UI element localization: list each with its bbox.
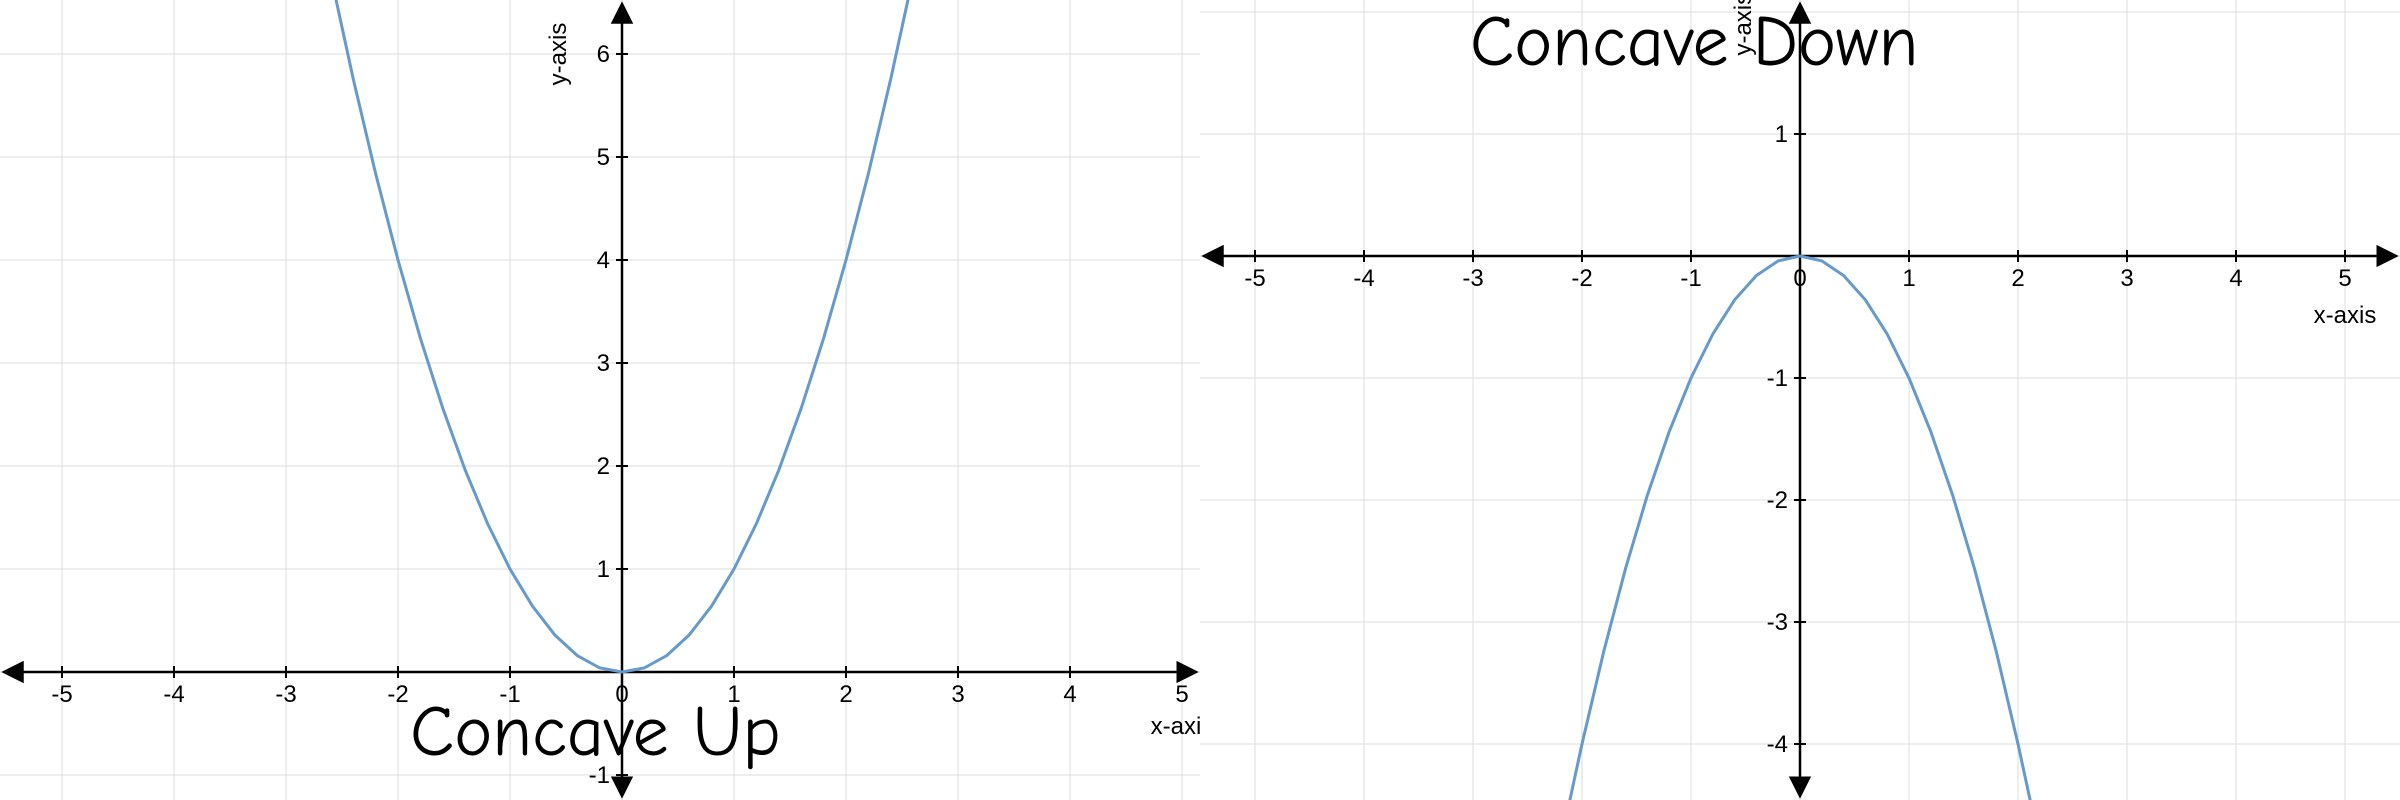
- svg-text:-2: -2: [387, 681, 408, 708]
- svg-text:4: 4: [2229, 265, 2242, 292]
- svg-text:-1: -1: [1680, 265, 1701, 292]
- concave-up-panel: -5-4-3-2-1012345-1123456x-axisy-axis Con…: [0, 0, 1200, 800]
- concave-down-panel: -5-4-3-2-1012345-4-3-2-11x-axisy-axis Co…: [1200, 0, 2400, 800]
- svg-text:5: 5: [597, 144, 610, 171]
- concave-down-chart: -5-4-3-2-1012345-4-3-2-11x-axisy-axis: [1200, 0, 2400, 800]
- svg-text:2: 2: [839, 681, 852, 708]
- svg-text:-5: -5: [1244, 265, 1265, 292]
- concave-up-title: Concave Up: [410, 690, 781, 773]
- concave-down-title: Concave Down: [1470, 0, 1918, 83]
- svg-text:-1: -1: [1767, 365, 1788, 392]
- svg-text:-3: -3: [1767, 609, 1788, 636]
- svg-text:-4: -4: [1353, 265, 1374, 292]
- svg-text:3: 3: [951, 681, 964, 708]
- svg-text:2: 2: [597, 453, 610, 480]
- svg-text:x-axis: x-axis: [2314, 302, 2377, 329]
- svg-text:y-axis: y-axis: [545, 23, 572, 86]
- svg-text:5: 5: [1175, 681, 1188, 708]
- svg-text:3: 3: [597, 350, 610, 377]
- svg-text:5: 5: [2338, 265, 2351, 292]
- svg-text:1: 1: [1902, 265, 1915, 292]
- svg-text:-4: -4: [1767, 731, 1788, 758]
- svg-text:1: 1: [1775, 121, 1788, 148]
- svg-text:-5: -5: [51, 681, 72, 708]
- svg-text:-2: -2: [1767, 487, 1788, 514]
- svg-text:-3: -3: [1462, 265, 1483, 292]
- svg-text:-2: -2: [1571, 265, 1592, 292]
- svg-text:-4: -4: [163, 681, 184, 708]
- svg-text:-3: -3: [275, 681, 296, 708]
- concave-up-chart: -5-4-3-2-1012345-1123456x-axisy-axis: [0, 0, 1200, 800]
- svg-text:4: 4: [597, 247, 610, 274]
- svg-text:6: 6: [597, 41, 610, 68]
- svg-text:2: 2: [2011, 265, 2024, 292]
- svg-text:x-axis: x-axis: [1151, 713, 1200, 740]
- svg-text:4: 4: [1063, 681, 1076, 708]
- svg-text:0: 0: [1793, 265, 1806, 292]
- svg-text:1: 1: [597, 556, 610, 583]
- svg-text:3: 3: [2120, 265, 2133, 292]
